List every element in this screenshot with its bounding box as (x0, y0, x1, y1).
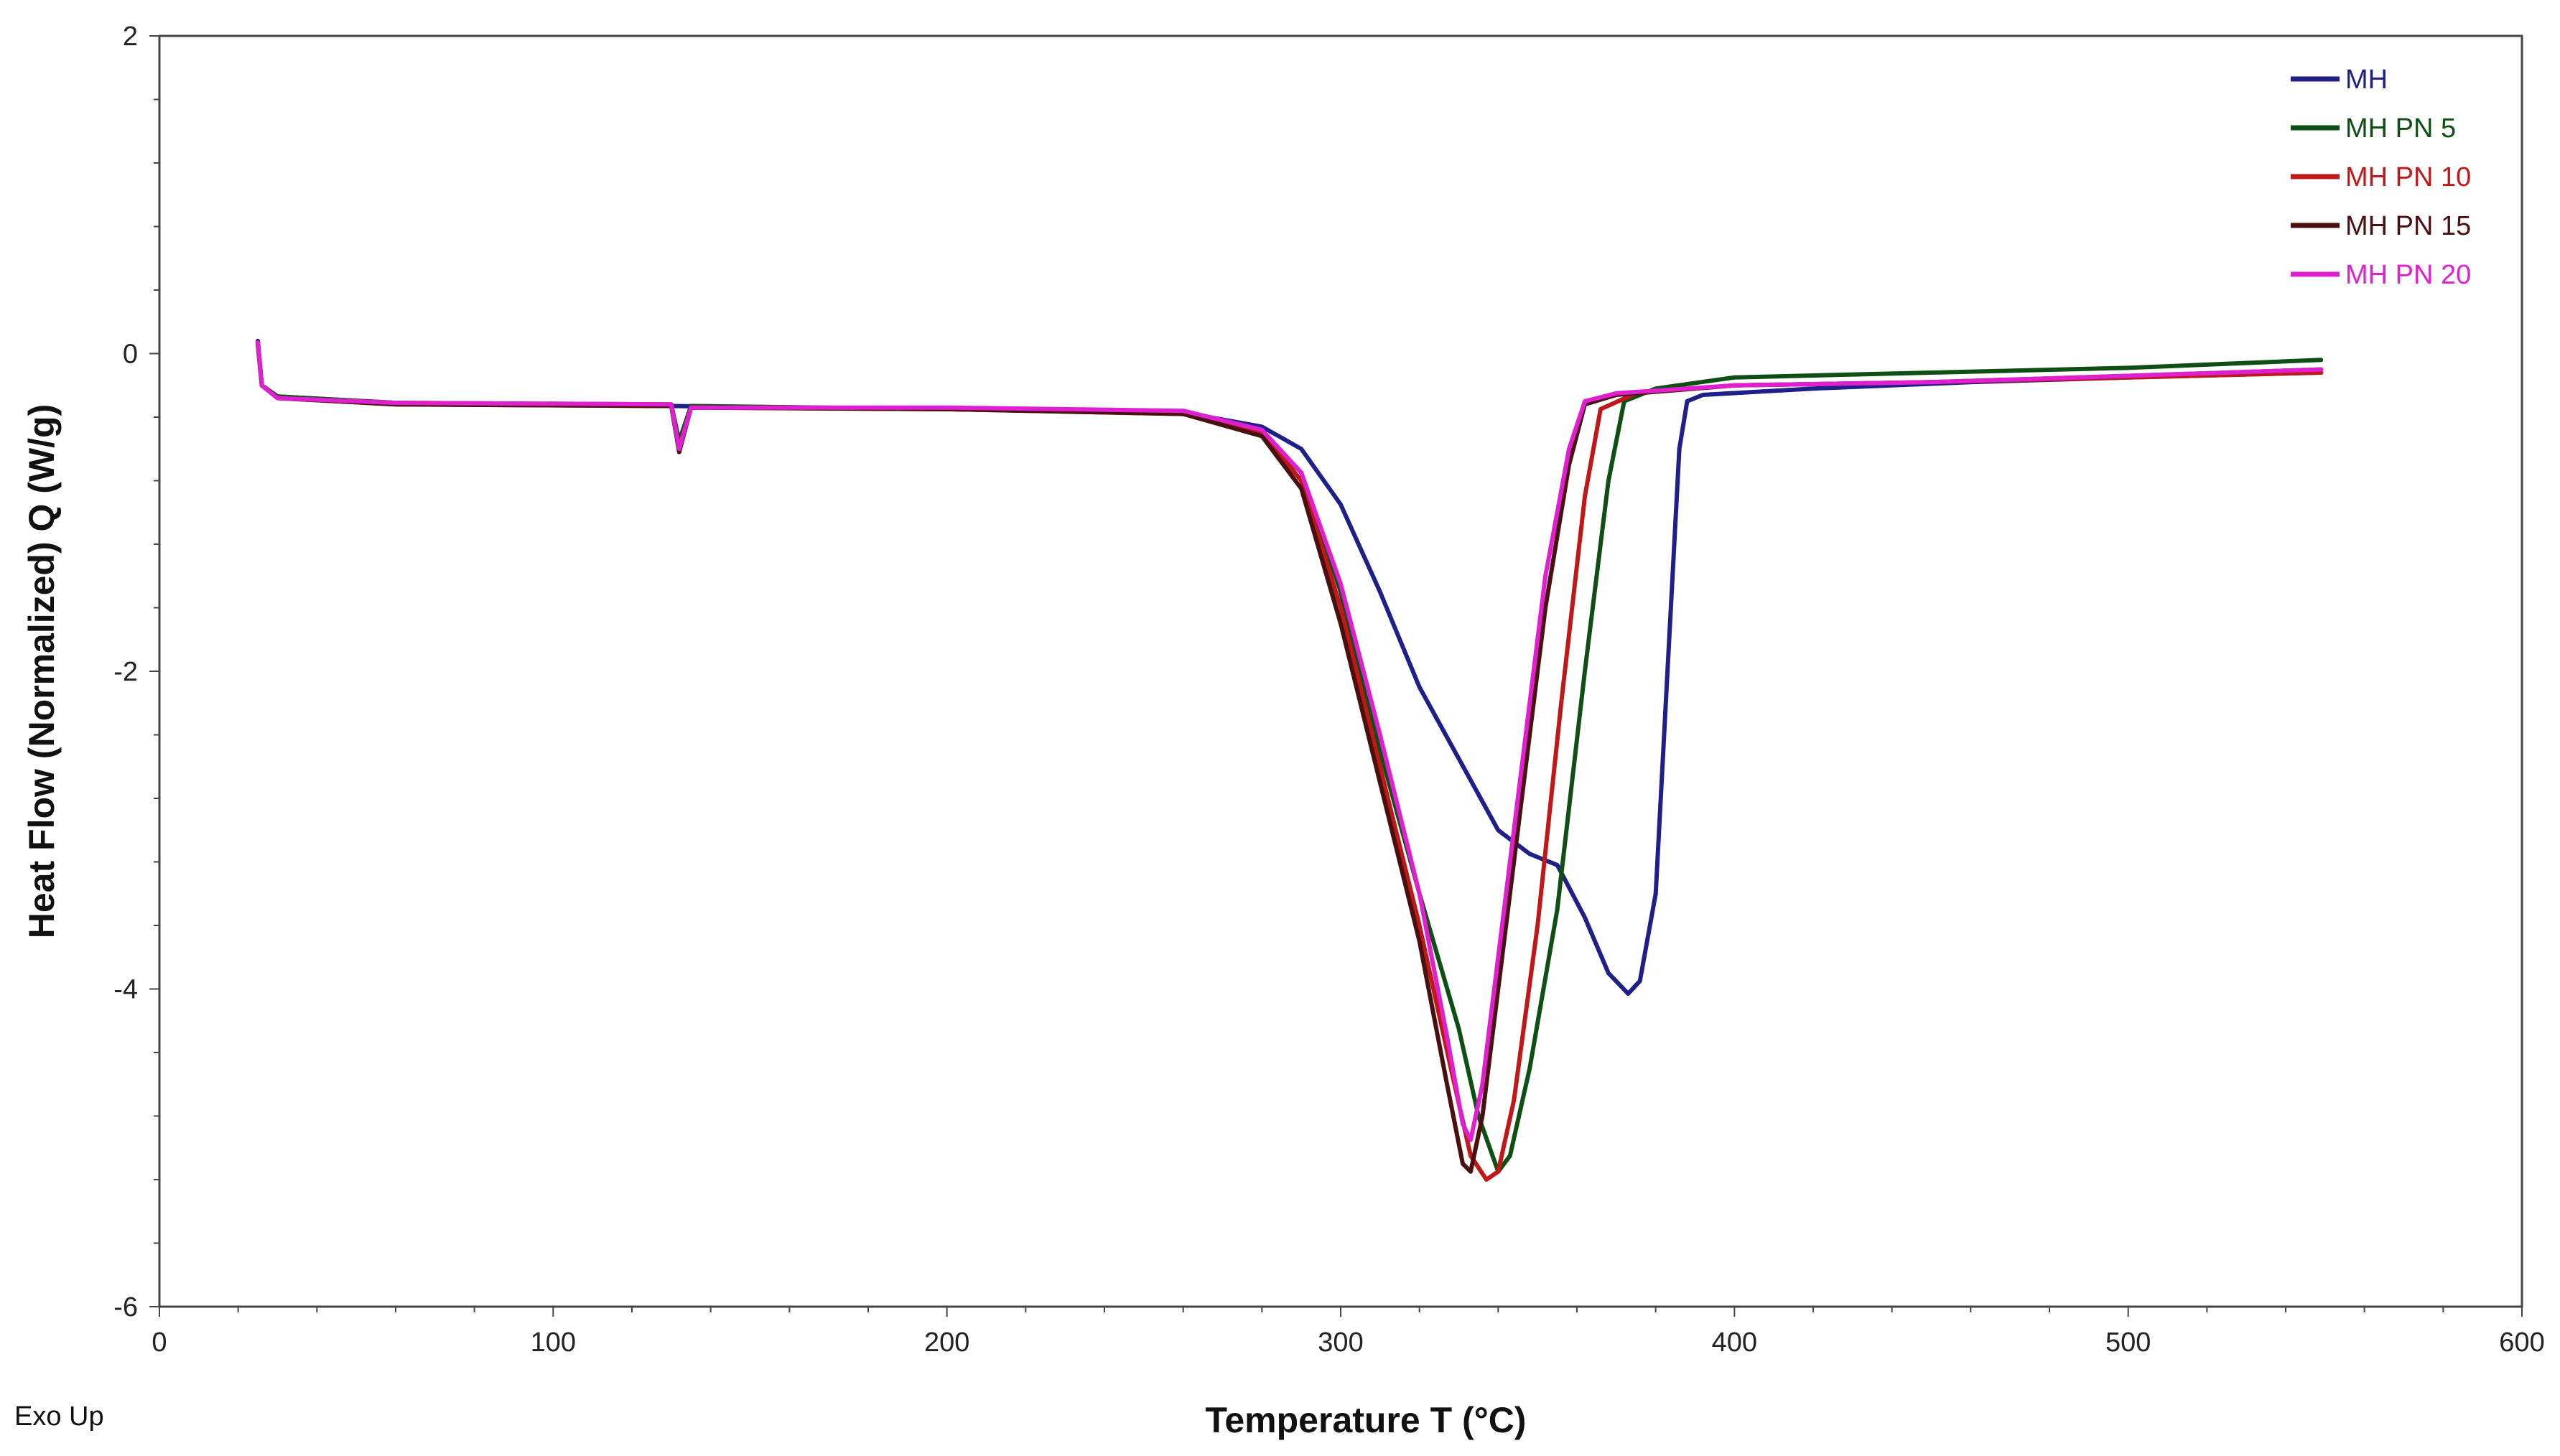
x-tick-label: 200 (924, 1327, 969, 1358)
series-lines (256, 338, 2324, 1182)
y-tick-label: 2 (123, 22, 138, 52)
x-tick-label: 500 (2105, 1327, 2151, 1358)
series-line-mh-pn-20 (256, 340, 2324, 1142)
y-tick-label: 0 (123, 340, 138, 370)
y-axis-title: Heat Flow (Normalized) Q (W/g) (22, 404, 62, 938)
plot-border (158, 34, 2523, 1308)
series-line-mh (256, 338, 2324, 997)
y-tick-label: -2 (113, 657, 138, 687)
y-tick-label: -6 (113, 1292, 138, 1322)
exo-up-annotation: Exo Up (14, 1401, 104, 1432)
axis-ticks (149, 35, 2523, 1317)
legend-label: MH PN 20 (2345, 260, 2471, 290)
x-tick-label: 300 (1318, 1327, 1363, 1358)
x-tick-label: 100 (531, 1327, 576, 1358)
x-axis-title: Temperature T (°C) (1206, 1400, 1527, 1440)
plot-area (158, 34, 2523, 1308)
legend: MH MH PN 5 MH PN 10 MH PN 15 MH PN 20 (2291, 65, 2471, 290)
legend-label: MH (2345, 65, 2388, 95)
x-tick-label: 600 (2499, 1327, 2544, 1358)
x-tick-label: 0 (152, 1327, 167, 1358)
x-tick-label: 400 (1712, 1327, 1757, 1358)
legend-label: MH PN 15 (2345, 211, 2471, 241)
y-tick-label: -4 (113, 975, 138, 1005)
axis-tick-labels: 0 100 200 300 400 500 600 2 0 -2 -4 -6 (113, 22, 2545, 1358)
legend-label: MH PN 5 (2345, 113, 2456, 144)
legend-label: MH PN 10 (2345, 162, 2471, 192)
